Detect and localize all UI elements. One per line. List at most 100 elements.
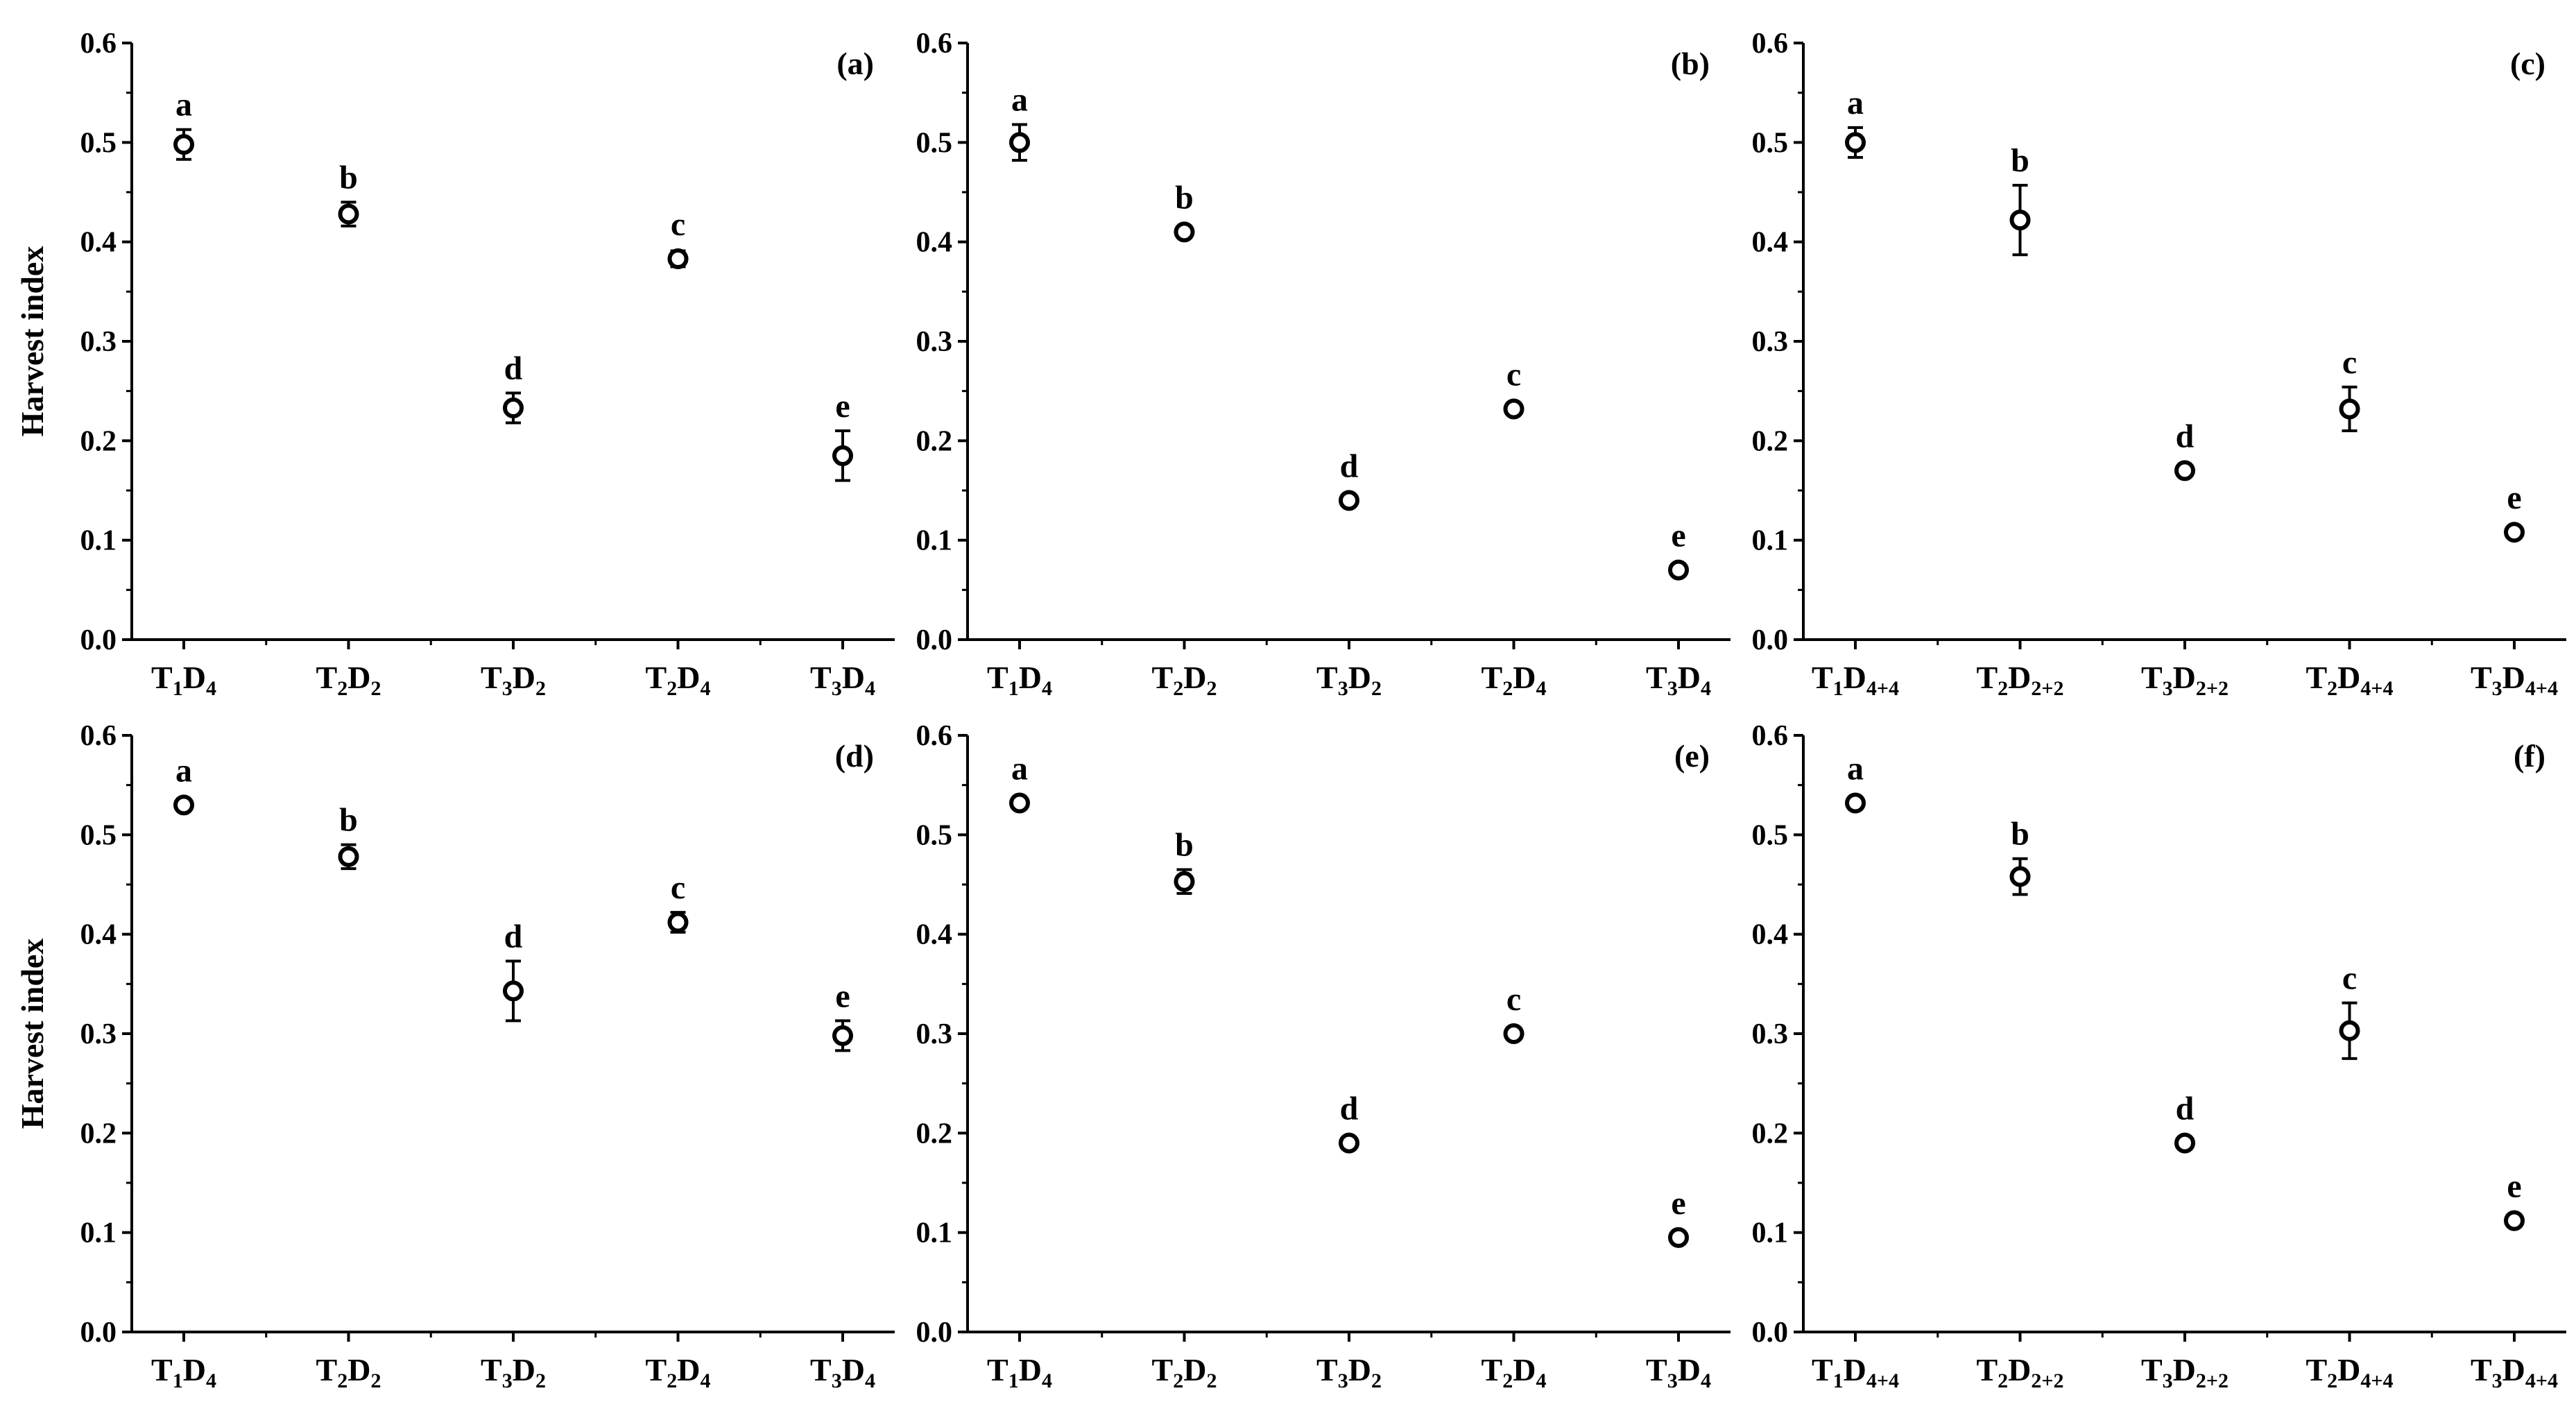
x-tick-label-subscript: 4 — [865, 677, 875, 700]
x-tick-label: T3D2 — [481, 1352, 546, 1392]
data-point — [1668, 559, 1689, 581]
y-axis-label: Harvest index — [15, 939, 50, 1129]
data-point — [1668, 1227, 1689, 1248]
data-point — [1339, 1132, 1359, 1154]
x-tick-label-subscript: 4 — [865, 1369, 875, 1392]
y-tick-label: 0.2 — [916, 425, 953, 457]
significance-letter: d — [2176, 1091, 2195, 1127]
y-tick-label: 0.3 — [1752, 1018, 1789, 1050]
x-tick-label-main: D — [513, 660, 535, 695]
y-tick-label: 0.0 — [916, 1317, 953, 1349]
x-tick-label-main: T — [151, 660, 173, 695]
x-tick-label-subscript: 2 — [1173, 1369, 1183, 1392]
y-tick-label: 0.1 — [1752, 525, 1789, 557]
x-tick-label: T1D4 — [151, 1352, 216, 1392]
significance-letter: b — [1175, 179, 1194, 216]
significance-letter: e — [2507, 1168, 2521, 1204]
data-point — [1009, 792, 1030, 814]
panel-label: (e) — [1674, 738, 1710, 774]
x-tick-label-main: T — [316, 1352, 338, 1387]
x-tick-label: T3D4 — [1646, 660, 1711, 700]
chart-panel-e: 0.00.10.20.30.40.50.6(e)T1D4 T2D2 T3D2 T2D4… — [916, 720, 1731, 1392]
x-tick-label-main: T — [1812, 660, 1833, 695]
x-tick-label-main: D — [677, 1352, 700, 1387]
x-tick-label-main: D — [2502, 660, 2525, 695]
y-tick-label: 0.1 — [80, 525, 117, 557]
x-tick-label-subscript: 2 — [667, 677, 677, 700]
x-tick-label-main: D — [183, 660, 206, 695]
x-tick-label-main: T — [1812, 1352, 1833, 1387]
data-point — [667, 248, 689, 270]
y-tick-label: 0.3 — [916, 326, 953, 358]
x-tick-label-main: T — [1976, 1352, 1998, 1387]
x-tick-label-subscript: 2 — [370, 1369, 381, 1392]
data-point — [173, 134, 194, 155]
x-tick-label: T1D4+4 — [1812, 660, 1899, 700]
x-tick-label-subscript: 2 — [337, 1369, 347, 1392]
data-point — [2174, 1132, 2195, 1154]
significance-letter: d — [504, 350, 523, 387]
significance-letter: e — [835, 388, 850, 425]
significance-letter: c — [2342, 344, 2357, 381]
x-tick-label-main: D — [842, 660, 865, 695]
x-tick-label-main: T — [1976, 660, 1998, 695]
chart-panel-f: 0.00.10.20.30.40.50.6(f)T1D4+4 T2D2+2 T3D2… — [1752, 720, 2566, 1392]
data-point — [1503, 1023, 1525, 1044]
x-tick-label: T2D4+4 — [2305, 1352, 2393, 1392]
x-tick-label: T2D2 — [316, 1352, 381, 1392]
y-tick-label: 0.4 — [80, 919, 117, 951]
x-tick-label-main: T — [1646, 660, 1667, 695]
data-point — [1174, 221, 1195, 243]
x-tick-label-subscript: 1 — [1833, 677, 1844, 700]
significance-letter: c — [1506, 356, 1521, 393]
data-point — [1845, 132, 1866, 153]
data-point — [832, 1025, 853, 1046]
x-tick-label-main: T — [810, 1352, 832, 1387]
x-tick-label-subscript: 2 — [370, 677, 381, 700]
significance-letter: d — [504, 918, 523, 955]
x-tick-label-main: D — [1678, 660, 1701, 695]
x-tick-label-subscript: 1 — [1833, 1369, 1844, 1392]
data-point — [2504, 1210, 2525, 1231]
chart-panel-b: 0.00.10.20.30.40.50.6(b)T1D4 T2D2 T3D2 T2D4… — [916, 28, 1731, 700]
x-tick-label-subscript: 2 — [1998, 677, 2008, 700]
significance-letter: e — [835, 977, 850, 1014]
x-tick-label-subscript: 2 — [1173, 677, 1183, 700]
x-tick-label-subscript: 2 — [535, 677, 546, 700]
y-tick-label: 0.1 — [916, 1218, 953, 1249]
significance-letter: a — [175, 87, 192, 123]
y-tick-label: 0.0 — [80, 1317, 117, 1349]
data-point — [2009, 866, 2031, 887]
x-tick-label-subscript: 3 — [1667, 677, 1678, 700]
x-tick-label-main: T — [1152, 1352, 1174, 1387]
x-tick-label: T2D2 — [1152, 1352, 1217, 1392]
data-point — [2504, 522, 2525, 543]
x-tick-label-main: D — [1019, 1352, 1042, 1387]
x-tick-label-subscript: 4 — [1042, 677, 1052, 700]
x-tick-label-subscript: 4 — [206, 1369, 216, 1392]
y-tick-label: 0.6 — [1752, 720, 1789, 752]
y-tick-label: 0.2 — [916, 1118, 953, 1150]
significance-letter: d — [1340, 1091, 1359, 1127]
x-tick-label: T3D2 — [481, 660, 546, 700]
y-tick-label: 0.0 — [916, 624, 953, 656]
y-tick-label: 0.1 — [916, 525, 953, 557]
y-tick-label: 0.0 — [1752, 1317, 1789, 1349]
x-tick-label-subscript: 4 — [1701, 1369, 1711, 1392]
x-tick-label: T3D4 — [810, 1352, 875, 1392]
y-tick-label: 0.3 — [1752, 326, 1789, 358]
x-tick-label-subscript: 4 — [1536, 1369, 1546, 1392]
x-tick-label-main: T — [481, 660, 502, 695]
data-point — [338, 846, 359, 867]
data-point — [1174, 871, 1195, 892]
x-tick-label-main: T — [1152, 660, 1174, 695]
x-tick-label-subscript: 4 — [700, 1369, 710, 1392]
y-tick-label: 0.5 — [1752, 819, 1789, 851]
x-tick-label-main: T — [646, 1352, 667, 1387]
x-tick-label-main: D — [1513, 660, 1536, 695]
x-tick-label-main: D — [183, 1352, 206, 1387]
x-tick-label: T1D4 — [987, 660, 1052, 700]
x-tick-label-main: T — [316, 660, 338, 695]
y-tick-label: 0.4 — [1752, 919, 1789, 951]
significance-letter: e — [1671, 1185, 1685, 1222]
